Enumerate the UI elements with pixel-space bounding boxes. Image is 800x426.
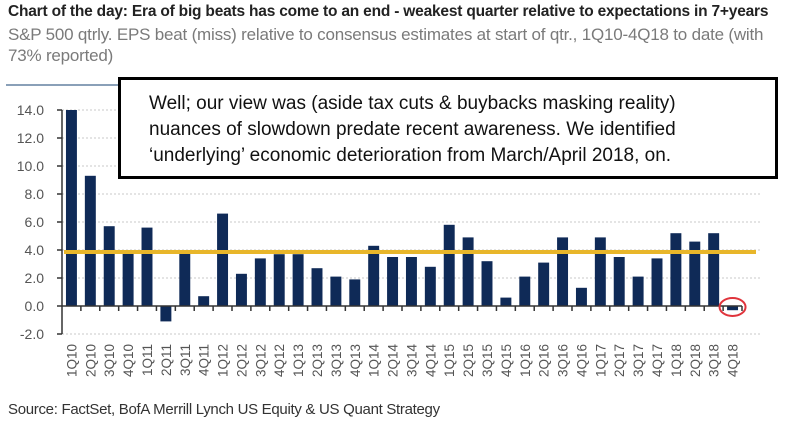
bar-3Q10 [103,226,115,306]
bar-2Q16 [538,262,550,306]
x-tick-label: 2Q11 [159,344,174,376]
y-tick-label: 4.0 [25,242,45,258]
y-tick-label: 0.0 [25,298,45,314]
bar-1Q13 [292,254,304,306]
highlight-circle [718,297,747,317]
bar-1Q18 [670,233,682,306]
bars [65,110,739,322]
bar-4Q16 [575,287,587,306]
bar-2Q12 [235,273,247,306]
x-tick-label: 1Q16 [518,344,533,377]
x-tick-label: 1Q17 [593,344,608,377]
bar-2Q18 [689,241,701,306]
x-tick-label: 1Q12 [216,344,231,377]
x-tick-label: 1Q10 [64,344,79,377]
x-tick-label: 4Q14 [423,344,438,378]
bar-3Q17 [632,276,644,306]
x-tick-label: 1Q15 [442,344,457,377]
highlight-group [718,297,747,317]
y-tick-label: 6.0 [25,214,45,230]
x-tick-label: 1Q11 [140,344,155,376]
x-tick-label: 1Q14 [367,344,382,378]
y-tick-label: -2.0 [20,326,44,342]
bar-4Q13 [349,279,361,306]
bar-4Q17 [651,258,663,306]
x-tick-label: 4Q16 [574,344,589,377]
x-tick-label: 4Q15 [499,344,514,377]
bar-2Q10 [84,175,96,306]
x-tick-label: 2Q13 [310,344,325,377]
title-rule [6,84,126,86]
bar-2Q14 [387,257,399,306]
y-tick-label: 2.0 [25,270,45,286]
x-tick-label: 2Q18 [688,344,703,377]
bar-4Q18 [727,306,739,311]
x-tick-label: 3Q16 [556,344,571,377]
x-tick-label: 4Q11 [197,344,212,376]
bar-4Q11 [198,296,210,306]
x-tick-label: 3Q17 [631,344,646,377]
x-tick-label: 1Q18 [669,344,684,377]
annotation-line-2: nuances of slowdown predate recent aware… [149,119,676,140]
annotation-box: Well; our view was (aside tax cuts & buy… [118,77,778,179]
x-tick-label: 2Q16 [537,344,552,377]
bar-1Q11 [141,227,153,306]
bar-4Q15 [500,297,512,306]
x-tick-label: 2Q14 [386,344,401,378]
x-tick-label: 3Q18 [707,344,722,377]
x-tick-label: 3Q13 [329,344,344,377]
bar-4Q14 [424,266,436,306]
bar-1Q10 [65,110,77,306]
x-tick-label: 4Q10 [121,344,136,377]
annotation-line-3: ‘underlying’ economic deterioration from… [149,145,672,166]
bar-3Q16 [557,237,569,306]
x-tick-label: 4Q12 [272,344,287,377]
x-tick-label: 4Q18 [726,344,741,377]
bar-3Q18 [708,233,720,306]
bar-2Q17 [613,257,625,306]
x-tick-label: 4Q17 [650,344,665,377]
y-tick-label: 12.0 [17,130,44,146]
x-tick-label: 3Q10 [102,344,117,377]
x-tick-label: 2Q15 [461,344,476,377]
x-tick-label: 2Q17 [612,344,627,377]
y-tick-label: 14.0 [17,102,44,118]
chart-title: Chart of the day: Era of big beats has c… [8,3,769,20]
bar-1Q14 [368,245,380,306]
source-note: Source: FactSet, BofA Merrill Lynch US E… [8,401,440,418]
y-tick-label: 10.0 [17,158,44,174]
x-tick-label: 4Q13 [348,344,363,377]
bar-3Q11 [179,250,191,306]
x-tick-label: 2Q12 [234,344,249,377]
x-tick-label: 1Q13 [291,344,306,377]
bar-1Q15 [443,224,455,306]
x-tick-label: 3Q14 [404,344,419,378]
y-axis: 14.0 12.0 10.0 8.0 6.0 4.0 2.0 0.0 -2.0 [17,102,63,342]
bar-3Q15 [481,261,493,306]
x-tick-label: 3Q11 [178,344,193,376]
bar-3Q12 [254,258,266,306]
bar-1Q12 [217,213,229,306]
x-tick-label: 3Q12 [253,344,268,377]
bar-1Q17 [594,237,606,306]
chart-subtitle: S&P 500 qtrly. EPS beat (miss) relative … [8,25,764,65]
annotation-line-1: Well; our view was (aside tax cuts & buy… [149,93,676,114]
x-axis: 1Q10 2Q10 3Q10 4Q10 1Q11 2Q11 3Q11 4Q11 1Q12 2Q12… [62,305,743,378]
bar-2Q11 [160,306,172,322]
bar-3Q13 [330,276,342,306]
bar-4Q12 [273,254,285,306]
bar-4Q10 [122,252,134,306]
bar-2Q13 [311,268,323,306]
bar-3Q14 [405,257,417,306]
y-tick-label: 8.0 [25,186,45,202]
bar-1Q16 [519,276,531,306]
x-tick-label: 3Q15 [480,344,495,377]
x-tick-label: 2Q10 [83,344,98,377]
bar-2Q15 [462,237,474,306]
